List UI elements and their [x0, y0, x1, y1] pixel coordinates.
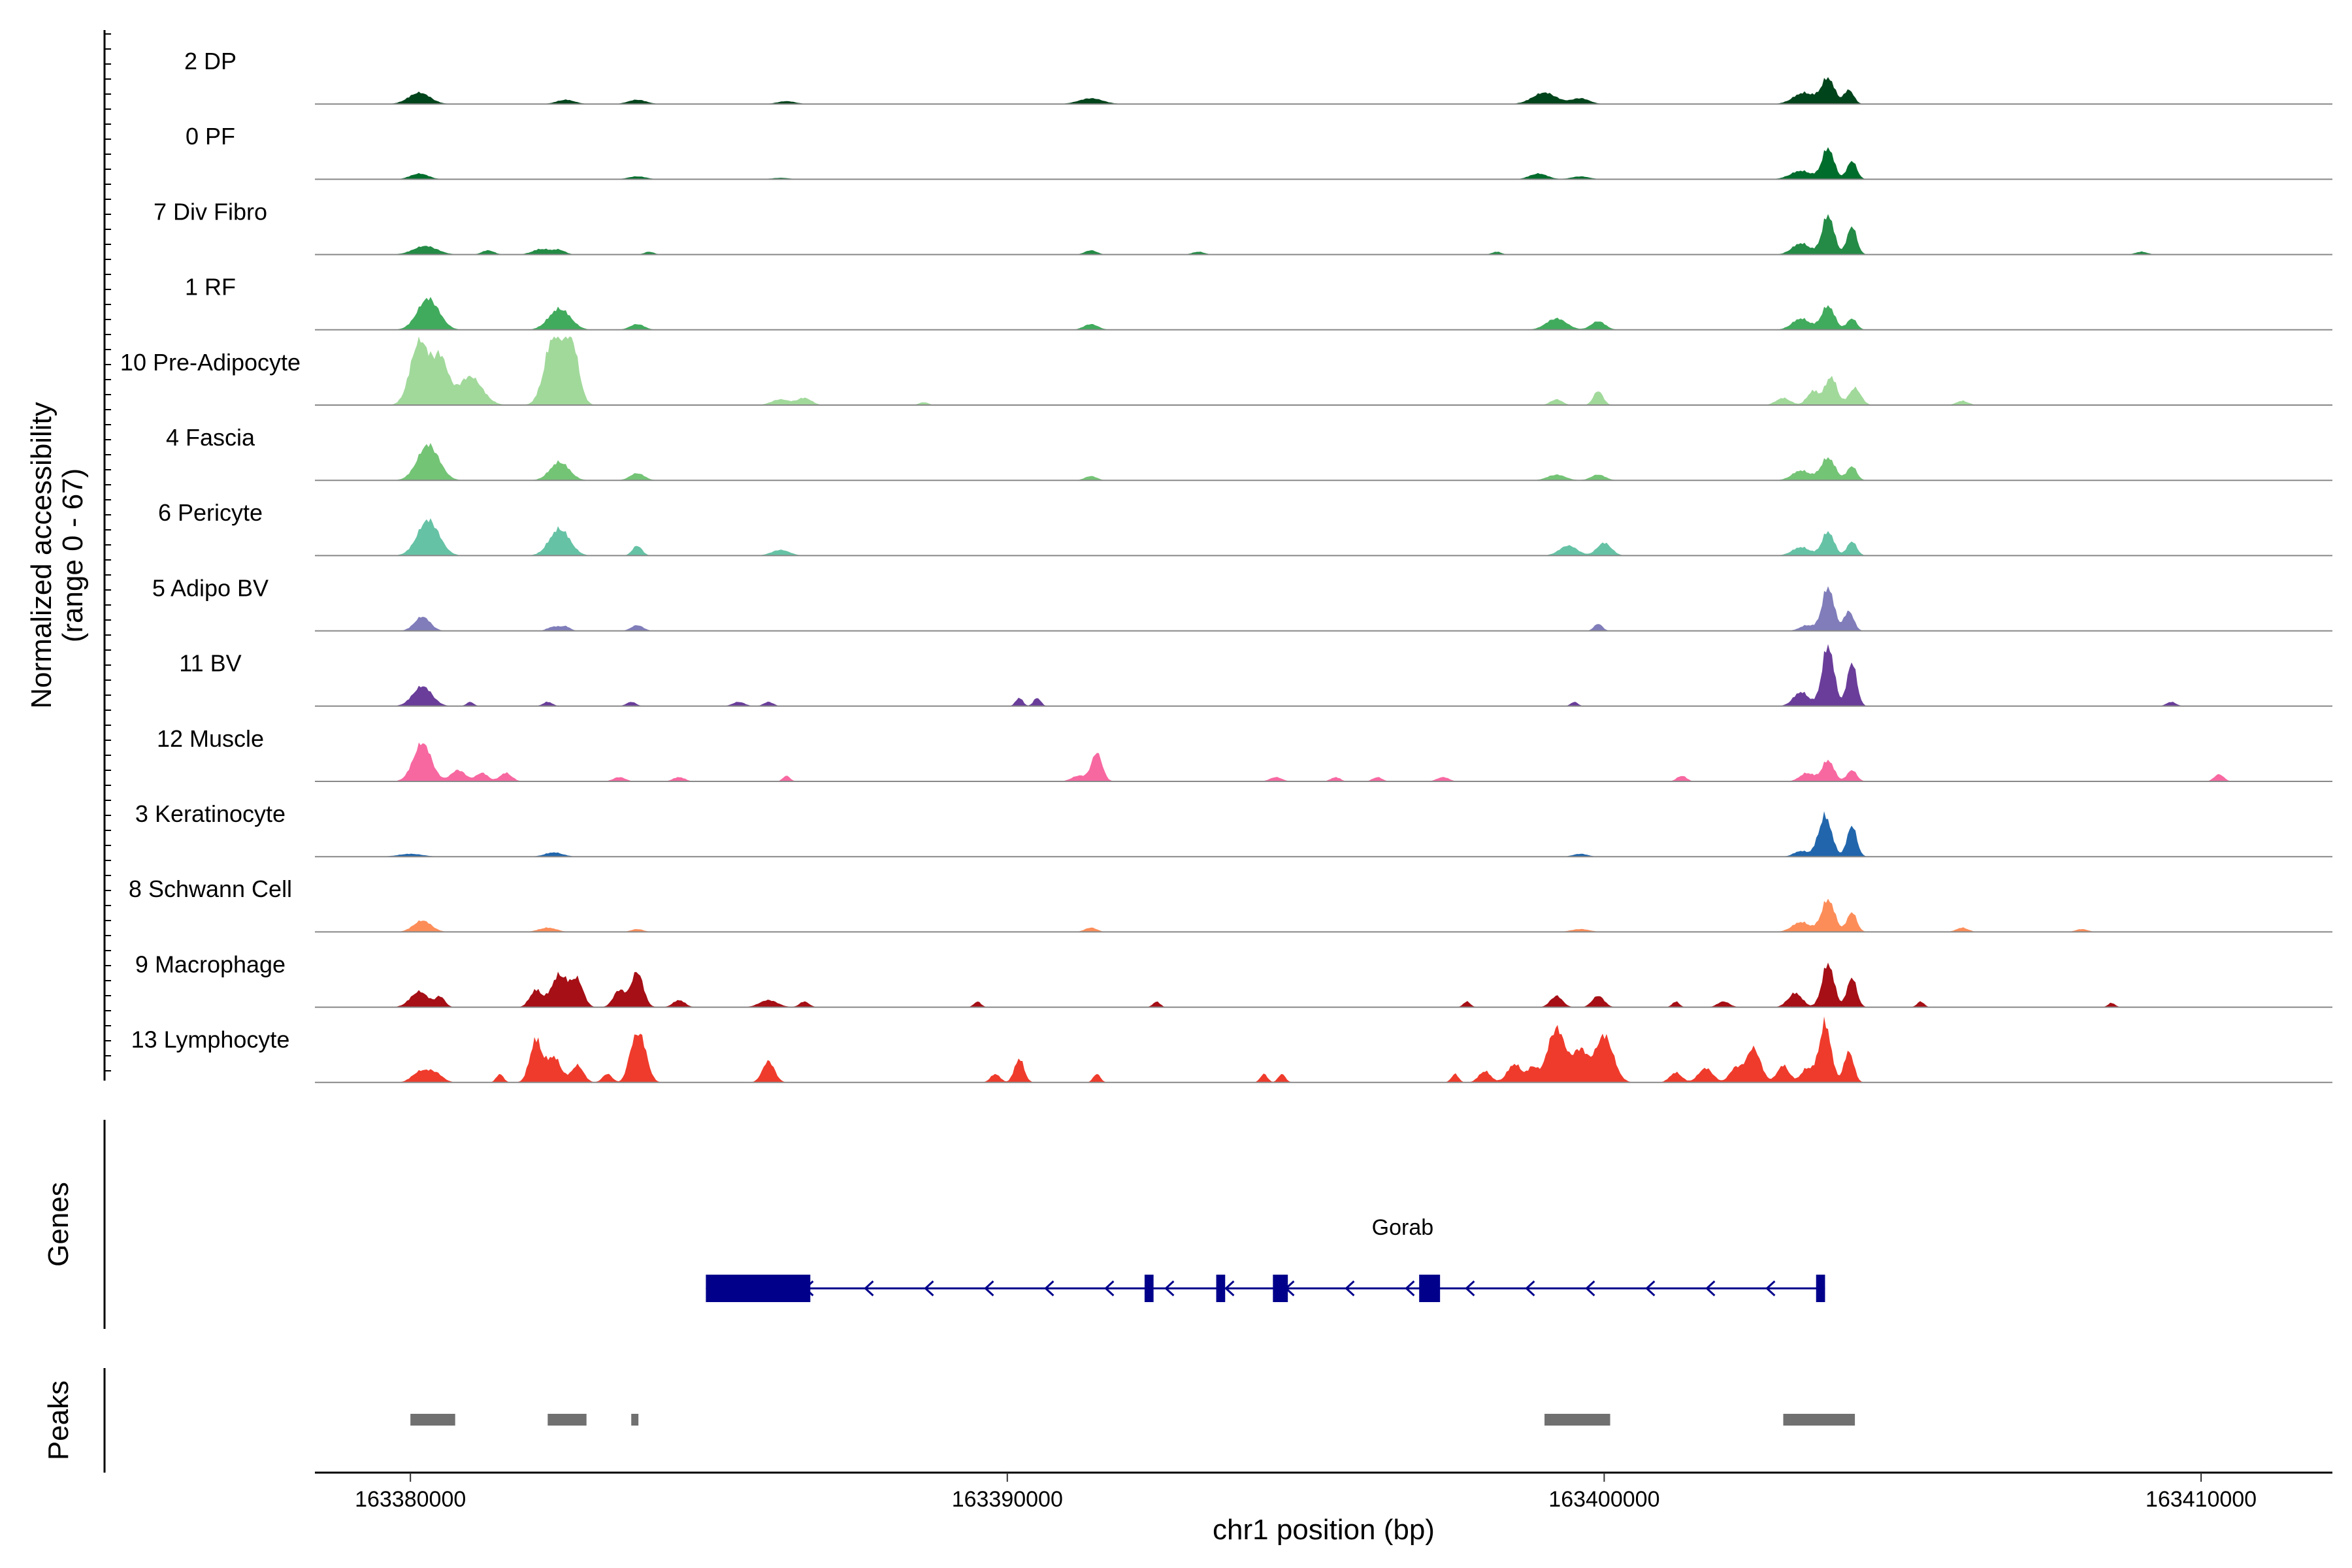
track-signal [315, 336, 2332, 405]
track-signal [315, 742, 2332, 781]
x-tick-label: 163410000 [2146, 1487, 2257, 1512]
strand-arrow [1405, 1280, 1415, 1297]
gene-exon [1144, 1275, 1154, 1302]
y-axis-title: Normalized accessibility [25, 402, 57, 708]
track-signal [315, 518, 2332, 556]
peak-region [1783, 1414, 1855, 1426]
strand-arrow [1705, 1280, 1716, 1297]
track-label: 11 BV [179, 650, 241, 677]
track-signal [315, 644, 2332, 706]
track-9-macrophage: 9 Macrophage [135, 951, 2332, 1008]
track-label: 5 Adipo BV [152, 574, 269, 601]
strand-arrow [984, 1280, 994, 1297]
track-signal [315, 962, 2332, 1007]
strand-arrow [1104, 1280, 1115, 1297]
peak-region [631, 1414, 639, 1426]
track-1-rf: 1 RF [185, 274, 2332, 331]
peak-region [547, 1414, 587, 1426]
strand-arrow [1224, 1280, 1235, 1297]
track-8-schwann-cell: 8 Schwann Cell [129, 875, 2332, 933]
x-tick-label: 163400000 [1548, 1487, 1659, 1512]
track-label: 7 Div Fibro [154, 198, 267, 225]
track-signal [315, 898, 2332, 932]
track-signal [315, 443, 2332, 481]
track-2-dp: 2 DP [184, 48, 2332, 105]
peaks-panel-label: Peaks [42, 1380, 74, 1460]
track-label: 9 Macrophage [135, 951, 286, 977]
track-label: 1 RF [185, 274, 236, 301]
track-label: 4 Fascia [166, 424, 255, 451]
strand-arrow [1044, 1280, 1054, 1297]
track-label: 0 PF [186, 123, 235, 150]
peak-region [1544, 1414, 1610, 1426]
track-signal [315, 77, 2332, 105]
strand-arrow [864, 1280, 874, 1297]
track-3-keratinocyte: 3 Keratinocyte [135, 800, 2332, 858]
track-label: 8 Schwann Cell [129, 875, 292, 902]
track-6-pericyte: 6 Pericyte [158, 499, 2332, 557]
gene-name-label: Gorab [1372, 1215, 1434, 1240]
gene-exon [1273, 1275, 1288, 1302]
strand-arrow [1525, 1280, 1535, 1297]
y-axis-subtitle: (range 0 - 67) [57, 468, 89, 643]
x-tick-label: 163390000 [952, 1487, 1063, 1512]
track-signal [315, 297, 2332, 330]
gene-exon [1419, 1275, 1441, 1302]
x-axis-ticks: 163380000 163390000 163400000 163410000 [355, 1473, 2257, 1512]
strand-arrow [1465, 1280, 1475, 1297]
strand-arrow [1645, 1280, 1656, 1297]
strand-arrow [924, 1280, 934, 1297]
gene-track: Gorab [706, 1215, 1825, 1302]
track-signal [315, 214, 2332, 255]
track-7-div-fibro: 7 Div Fibro [154, 198, 2332, 255]
track-12-muscle: 12 Muscle [157, 725, 2332, 782]
track-label: 13 Lymphocyte [131, 1026, 290, 1053]
track-label: 2 DP [184, 48, 237, 74]
track-signal [315, 1016, 2332, 1083]
gene-exon [706, 1275, 811, 1302]
strand-arrow [1585, 1280, 1595, 1297]
track-5-adipo-bv: 5 Adipo BV [152, 574, 2332, 632]
track-11-bv: 11 BV [179, 644, 2332, 707]
track-label: 12 Muscle [157, 725, 264, 752]
coverage-tracks: 2 DP 0 PF 7 Div Fibro 1 RF 10 Pre-Adipocyte 4… [120, 48, 2332, 1083]
peak-region [410, 1414, 455, 1426]
genes-panel-label: Genes [42, 1182, 74, 1267]
track-signal [315, 811, 2332, 857]
coverage-y-axis-ticks [105, 33, 111, 1071]
strand-arrow [1345, 1280, 1355, 1297]
peak-regions [410, 1414, 1855, 1426]
track-4-fascia: 4 Fascia [166, 424, 2332, 482]
track-label: 3 Keratinocyte [135, 800, 286, 827]
strand-arrow [1765, 1280, 1776, 1297]
gene-exon [1816, 1275, 1825, 1302]
track-signal [315, 147, 2332, 180]
track-label: 6 Pericyte [158, 499, 263, 526]
gene-exon [1216, 1275, 1226, 1302]
track-signal [315, 586, 2332, 631]
track-label: 10 Pre-Adipocyte [120, 349, 301, 376]
strand-arrow [1164, 1280, 1175, 1297]
track-13-lymphocyte: 13 Lymphocyte [131, 1016, 2332, 1083]
track-0-pf: 0 PF [186, 123, 2332, 180]
x-tick-label: 163380000 [355, 1487, 466, 1512]
x-axis-title: chr1 position (bp) [1213, 1514, 1435, 1546]
track-10-pre-adipocyte: 10 Pre-Adipocyte [120, 336, 2332, 406]
